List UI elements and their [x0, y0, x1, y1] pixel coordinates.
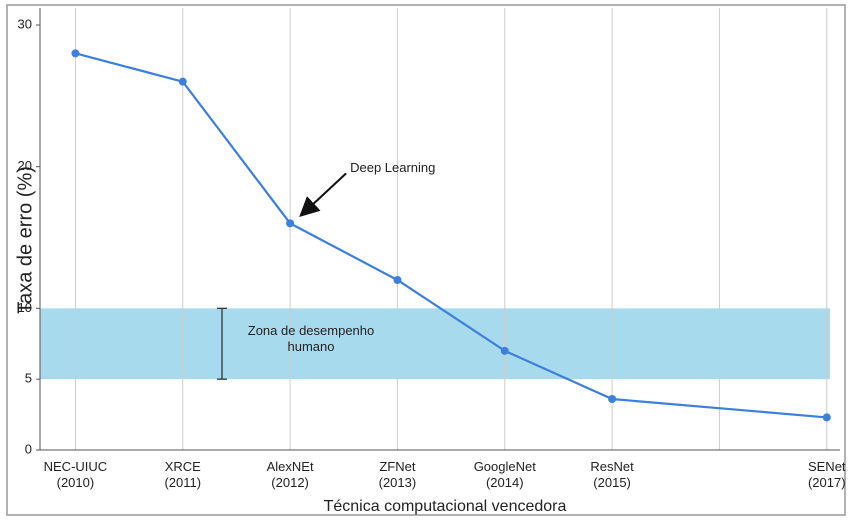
- x-tick-label: NEC-UIUC (2010): [43, 459, 108, 490]
- annotation-arrow: [299, 172, 347, 218]
- x-tick-label: SENet (2017): [807, 459, 846, 490]
- y-tick-label: 10: [18, 300, 32, 315]
- point: [286, 219, 295, 228]
- y-tick-label: 30: [18, 16, 32, 31]
- y-tick-label: 5: [25, 371, 32, 386]
- y-tick-label: 20: [18, 158, 32, 173]
- point: [500, 346, 509, 355]
- annotation-text: Deep Learning: [350, 160, 435, 175]
- human-zone: [40, 308, 830, 380]
- point: [822, 413, 831, 422]
- x-axis-label: Técnica computacional vencedora: [324, 498, 567, 515]
- x-tick-label: ZFNet (2013): [378, 459, 417, 490]
- point: [71, 49, 80, 58]
- band-label: Zona de desempenho humano: [247, 323, 375, 354]
- point: [178, 77, 187, 86]
- point: [393, 276, 402, 284]
- x-tick-label: GoogleNet (2014): [473, 459, 536, 490]
- x-tick-label: XRCE (2011): [164, 459, 202, 490]
- point: [608, 395, 617, 403]
- x-tick-label: AlexNEt (2012): [266, 459, 314, 490]
- x-tick-label: ResNet (2015): [590, 459, 634, 490]
- frame: [6, 4, 846, 516]
- y-axis-label: Taxa de erro (%): [14, 166, 36, 314]
- y-tick-label: 0: [25, 441, 32, 456]
